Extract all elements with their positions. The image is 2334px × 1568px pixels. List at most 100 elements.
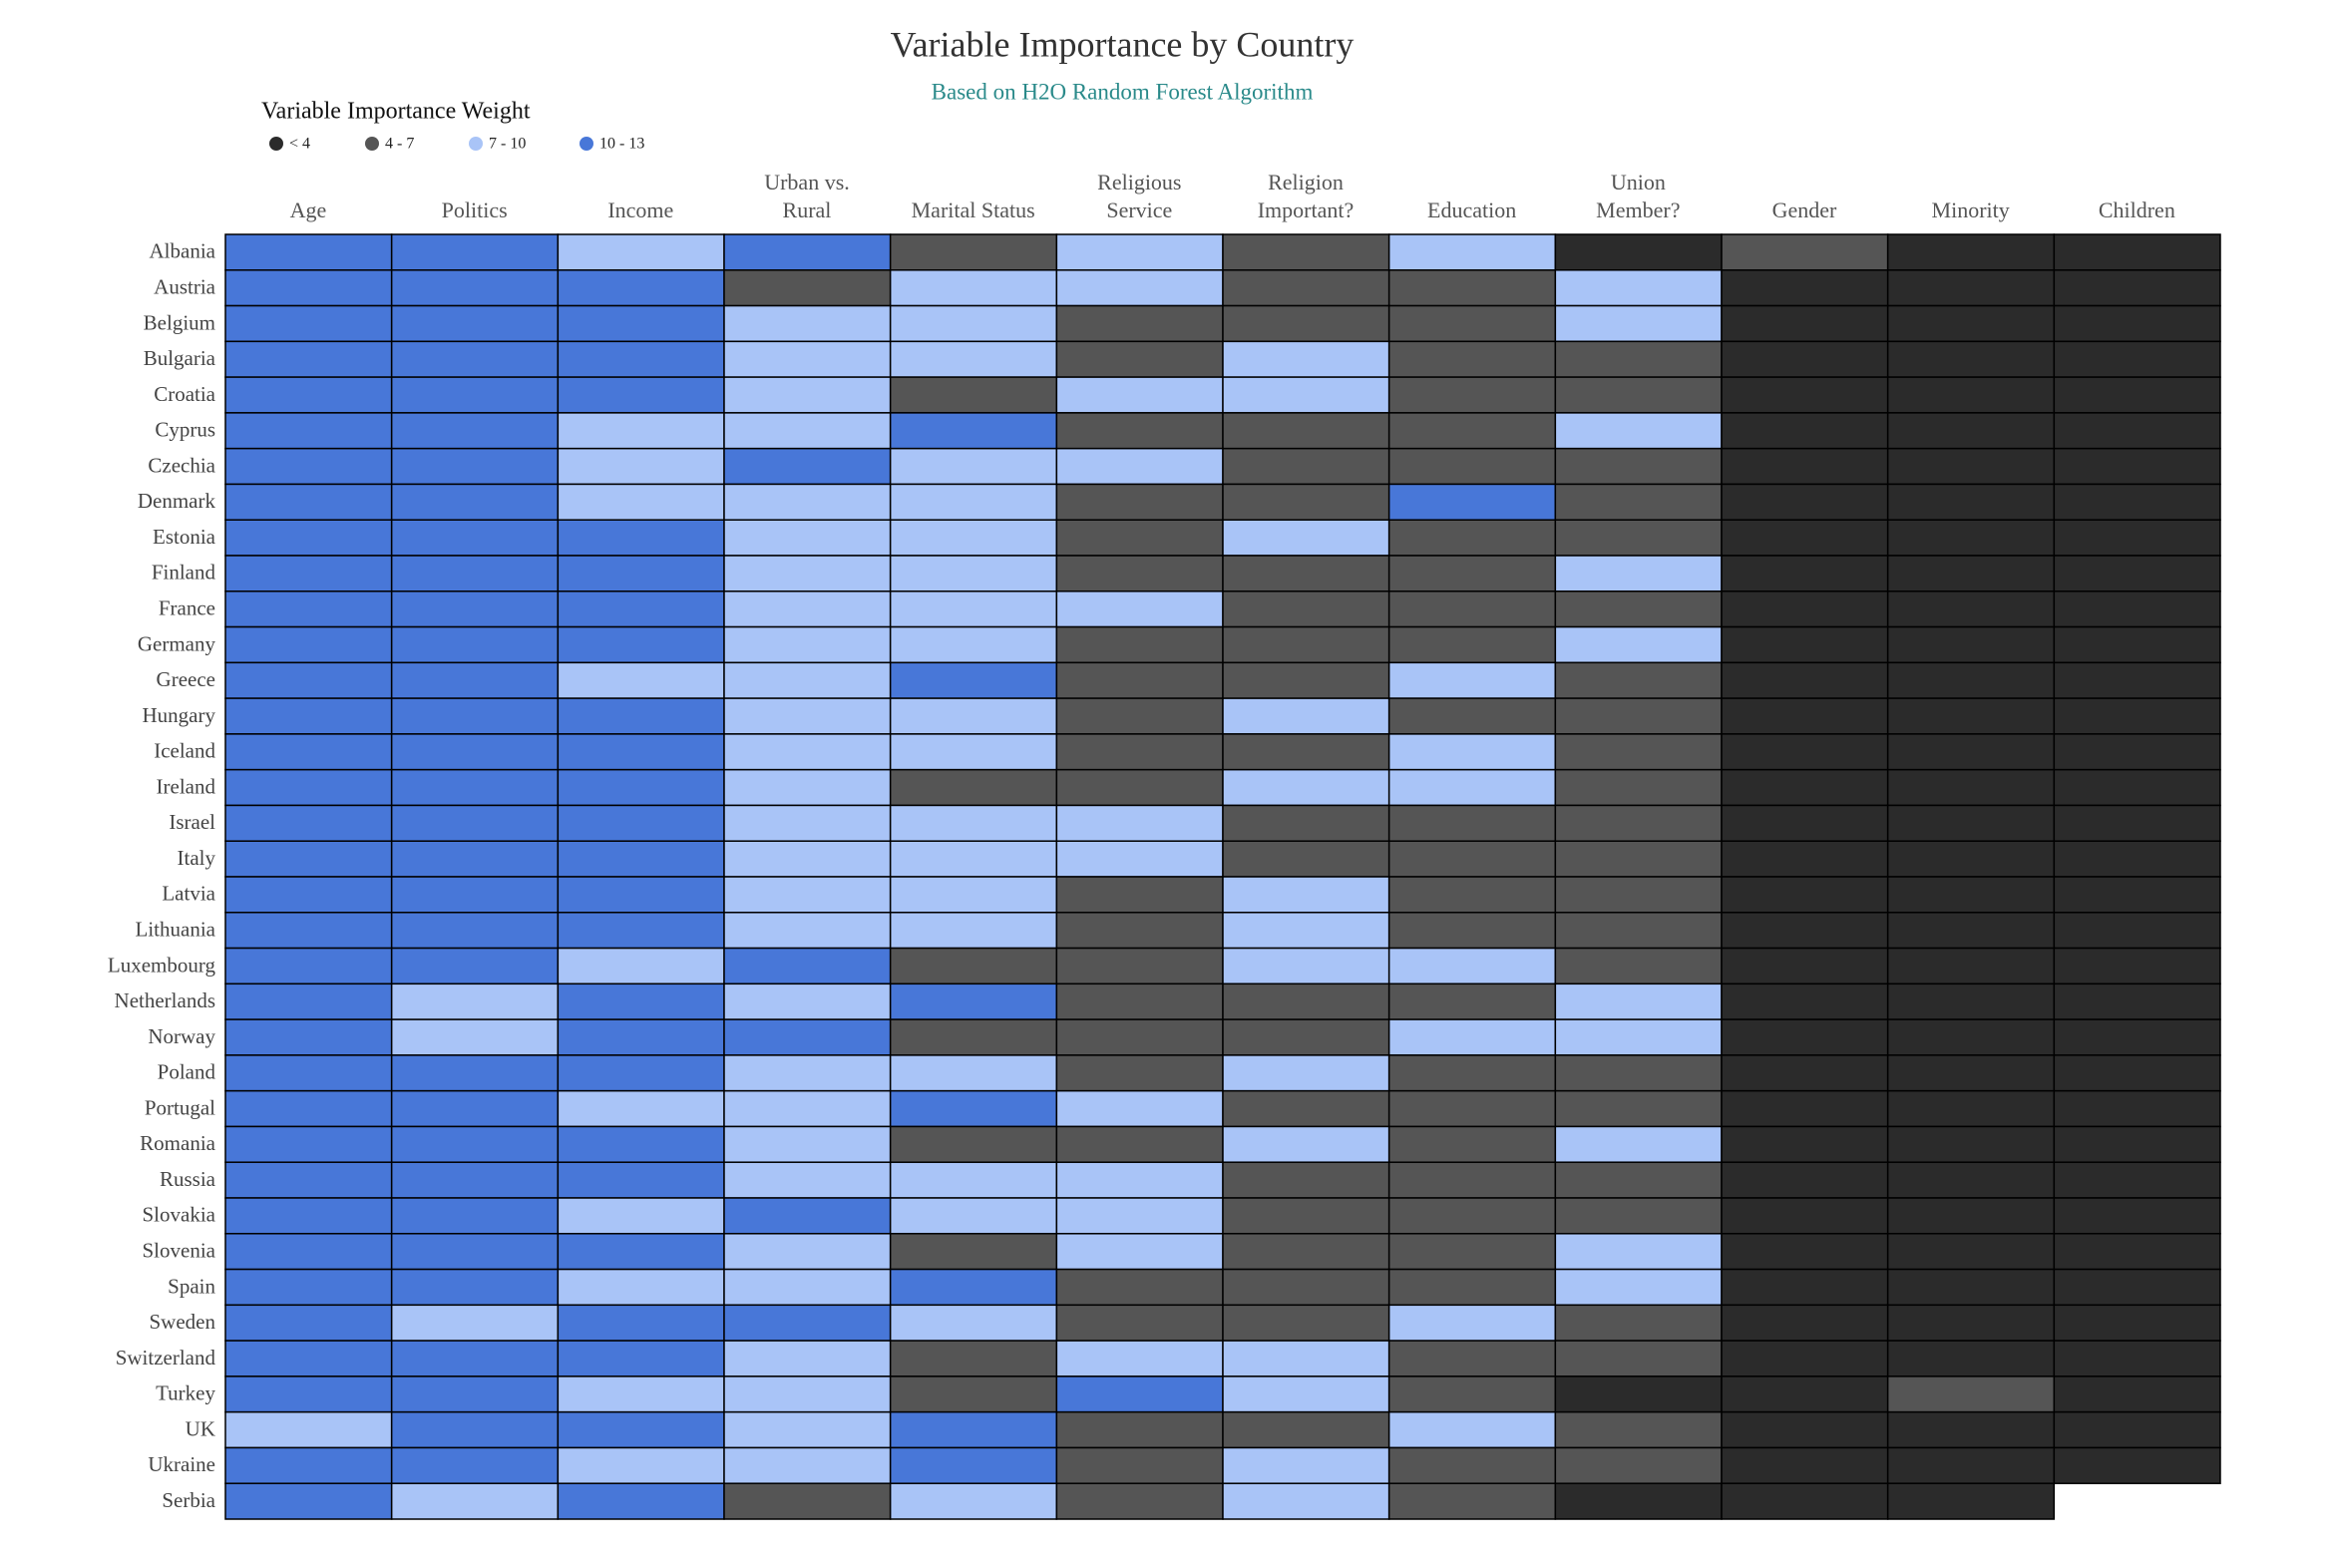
heatmap-cell [390,661,560,699]
heatmap-cell [1055,1446,1224,1484]
heatmap-cell [1721,625,1889,664]
heatmap-cell [889,1054,1058,1092]
heatmap-cell [1222,1054,1390,1092]
heatmap-cell [889,340,1058,378]
heatmap-cell [1886,1482,2056,1520]
heatmap-cell [1387,1446,1557,1484]
heatmap-cell [1886,1268,2056,1307]
heatmap-cell [1886,269,2056,307]
heatmap-cell [1721,876,1889,914]
heatmap-cell [1222,876,1390,914]
legend-marker [365,137,379,151]
column-header: Education [1427,197,1517,222]
heatmap-cell [557,1482,725,1520]
heatmap-cell [1387,376,1557,414]
heatmap-cell [723,519,892,557]
heatmap-cell [557,1375,725,1413]
heatmap-cell [1721,1482,1889,1520]
heatmap-cell [2053,412,2221,450]
heatmap-cell [723,840,892,878]
heatmap-cell [224,1161,393,1199]
row-label: Croatia [154,382,215,406]
heatmap-cell [889,412,1058,450]
heatmap-cell [2053,804,2221,842]
heatmap-cell [1886,697,2056,735]
heatmap-cell [889,1410,1058,1449]
heatmap-cell [1222,519,1390,557]
row-label: Sweden [150,1310,216,1334]
heatmap-cell [723,1197,892,1235]
heatmap-cell [557,590,725,628]
heatmap-cell [224,1268,393,1307]
heatmap-cell [1222,1233,1390,1271]
heatmap-cell [390,876,560,914]
heatmap-cell [390,519,560,557]
heatmap-cell [889,1446,1058,1484]
heatmap-cell [1886,1125,2056,1163]
heatmap-cell [1554,340,1723,378]
row-label: Albania [150,239,216,263]
legend-label: 4 - 7 [385,136,414,153]
heatmap-cell [557,947,725,985]
heatmap-cell [1387,269,1557,307]
heatmap-cell [1554,1233,1723,1271]
heatmap-cell [889,1018,1058,1056]
heatmap-cell [1055,1197,1224,1235]
heatmap-cell [1055,340,1224,378]
heatmap-cell [1721,519,1889,557]
heatmap-cell [1721,1018,1889,1056]
heatmap-cell [390,590,560,628]
heatmap-cell [1554,625,1723,664]
heatmap-cell [557,661,725,699]
heatmap-cell [1055,412,1224,450]
heatmap-cell [557,412,725,450]
heatmap-cell [1554,519,1723,557]
heatmap-cell [224,304,393,343]
heatmap-cell [1886,876,2056,914]
heatmap-cell [224,555,393,592]
heatmap-cell [1055,376,1224,414]
heatmap-cell [1222,1375,1390,1413]
heatmap-cell [2053,733,2221,771]
row-label: Bulgaria [144,346,216,370]
heatmap-cell [1387,661,1557,699]
heatmap-cell [224,1410,393,1449]
heatmap-cell [889,625,1058,664]
heatmap-cell [557,982,725,1020]
heatmap-cell [2053,1410,2221,1449]
heatmap-cell [1222,304,1390,343]
heatmap-cell [1554,912,1723,950]
heatmap-cell [1055,483,1224,521]
heatmap-cell [224,1340,393,1377]
heatmap-cell [723,376,892,414]
heatmap-cell [1554,1304,1723,1342]
heatmap-cell [557,304,725,343]
heatmap-cell [390,340,560,378]
heatmap-cell [1387,1125,1557,1163]
heatmap-cell [557,1446,725,1484]
legend-label: 7 - 10 [489,136,526,153]
heatmap-cell [1721,912,1889,950]
heatmap-cell [1554,304,1723,343]
row-label: Luxembourg [108,953,216,977]
heatmap-cell [889,876,1058,914]
heatmap-cell [224,840,393,878]
heatmap-cell [1886,912,2056,950]
heatmap-cell [2053,982,2221,1020]
heatmap-cell [390,697,560,735]
heatmap-cell [1222,555,1390,592]
heatmap-cell [1387,1054,1557,1092]
heatmap-cell [1721,269,1889,307]
row-label: Belgium [144,310,215,334]
column-header: Union Member? [1596,170,1681,222]
column-header: Religious Service [1097,170,1182,222]
heatmap-cell [1055,1482,1224,1520]
heatmap-cell [2053,447,2221,486]
heatmap-cell [1721,483,1889,521]
heatmap-cell [557,804,725,842]
heatmap-cell [723,412,892,450]
heatmap-cell [557,376,725,414]
row-label: Austria [154,274,216,298]
heatmap-cell [557,1125,725,1163]
row-label: Estonia [153,525,216,549]
